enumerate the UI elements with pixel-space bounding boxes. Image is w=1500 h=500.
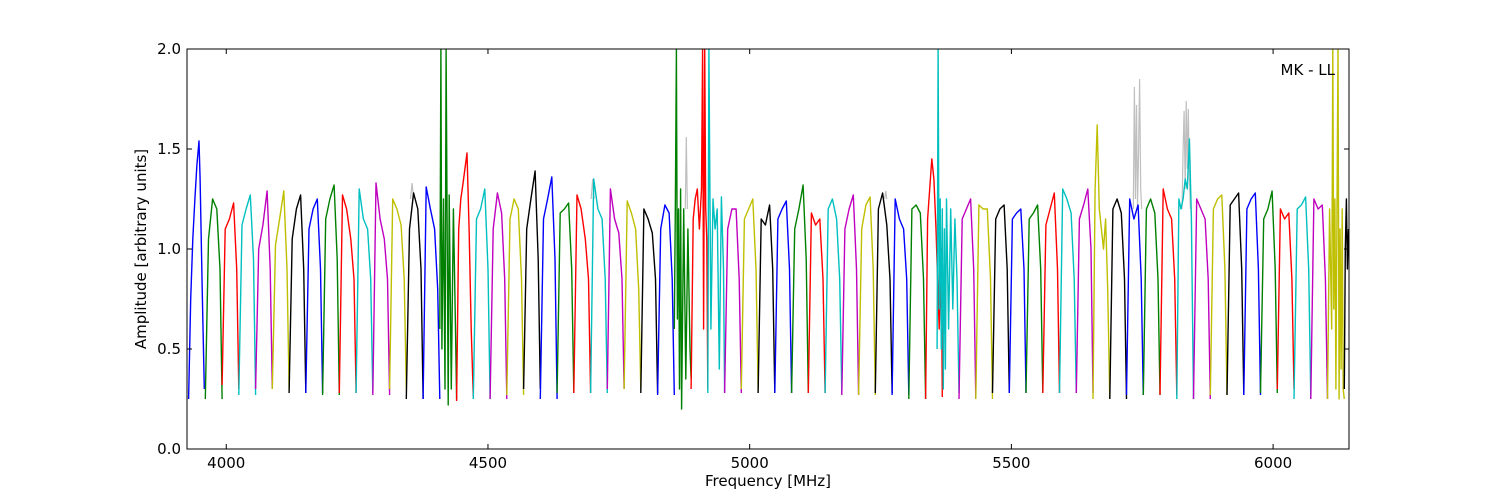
series-line xyxy=(774,200,793,394)
series-line xyxy=(690,49,709,390)
series-line xyxy=(556,202,575,394)
y-tick-label: 0.0 xyxy=(157,440,181,458)
series-line xyxy=(874,192,893,394)
y-tick-label: 1.5 xyxy=(157,140,181,158)
series-line xyxy=(271,190,290,390)
series-line xyxy=(936,49,960,394)
series-line xyxy=(790,184,809,394)
series-line xyxy=(1259,190,1278,394)
series-line xyxy=(1092,124,1111,400)
series-line xyxy=(975,204,994,400)
series-line xyxy=(238,194,257,396)
series-line xyxy=(991,204,1010,394)
series-line xyxy=(321,184,340,396)
x-axis-label: Frequency [MHz] xyxy=(705,472,831,490)
series-line xyxy=(1125,198,1144,396)
series-line xyxy=(1343,198,1349,390)
series-line xyxy=(372,182,391,396)
y-tick-label: 0.5 xyxy=(157,340,181,358)
series-line xyxy=(1008,208,1027,394)
series-line xyxy=(338,194,357,394)
series-line xyxy=(204,198,223,400)
background-spike-line xyxy=(684,136,688,210)
x-tick-label: 6000 xyxy=(1254,454,1292,472)
series-line xyxy=(1159,188,1178,396)
series-line xyxy=(1109,198,1128,400)
series-line xyxy=(1326,49,1345,400)
x-tick-label: 5000 xyxy=(731,454,769,472)
series-line xyxy=(221,202,240,390)
series-line xyxy=(891,198,910,396)
series-line xyxy=(288,194,307,394)
series-line xyxy=(1209,194,1228,396)
series-line xyxy=(656,204,675,396)
series-line xyxy=(589,178,608,394)
series-line xyxy=(908,204,927,400)
series-line xyxy=(1176,138,1195,400)
series-line xyxy=(539,176,558,400)
plot-background xyxy=(187,49,1349,449)
x-tick-label: 4000 xyxy=(207,454,245,472)
y-tick-label: 2.0 xyxy=(157,40,181,58)
series-layer xyxy=(187,49,1349,410)
series-line xyxy=(1310,198,1329,400)
series-line xyxy=(1192,198,1211,400)
series-line xyxy=(1243,192,1262,396)
series-line xyxy=(824,198,843,394)
series-line xyxy=(1142,198,1161,396)
series-line xyxy=(405,192,424,400)
series-line xyxy=(1226,192,1245,396)
series-line xyxy=(623,200,642,390)
series-line xyxy=(673,49,692,410)
series-line xyxy=(606,188,625,390)
series-line xyxy=(1042,192,1061,394)
series-line xyxy=(506,198,525,396)
series-line xyxy=(305,198,324,394)
series-line xyxy=(857,196,876,396)
chart-annotation: MK - LL xyxy=(1281,61,1336,79)
series-line xyxy=(1058,188,1077,394)
series-line xyxy=(841,194,860,396)
series-line xyxy=(355,188,374,394)
series-line xyxy=(489,192,508,400)
series-line xyxy=(388,198,407,390)
series-line xyxy=(640,208,659,394)
series-line xyxy=(254,190,273,390)
series-line xyxy=(522,170,541,390)
series-line xyxy=(807,212,826,394)
series-line xyxy=(707,49,726,394)
series-line xyxy=(472,188,491,400)
series-line xyxy=(455,152,474,402)
y-tick-label: 1.0 xyxy=(157,240,181,258)
series-line xyxy=(439,49,458,406)
x-tick-label: 5500 xyxy=(992,454,1030,472)
y-axis-label: Amplitude [arbitrary units] xyxy=(132,149,150,349)
series-line xyxy=(1025,204,1044,394)
series-line xyxy=(723,208,742,394)
series-line xyxy=(1075,188,1094,394)
series-line xyxy=(958,198,977,400)
series-line xyxy=(422,186,441,400)
series-line xyxy=(740,198,759,390)
x-axis-ticks: 4000 4500 5000 5500 6000 xyxy=(207,49,1292,472)
series-line xyxy=(757,204,776,394)
y-axis-ticks: 0.0 0.5 1.0 1.5 2.0 xyxy=(157,40,1349,458)
background-spike-line xyxy=(884,190,888,200)
series-line xyxy=(187,140,205,400)
x-tick-label: 4500 xyxy=(469,454,507,472)
series-line xyxy=(1276,208,1295,390)
series-line xyxy=(573,194,592,394)
series-line xyxy=(1293,196,1312,400)
